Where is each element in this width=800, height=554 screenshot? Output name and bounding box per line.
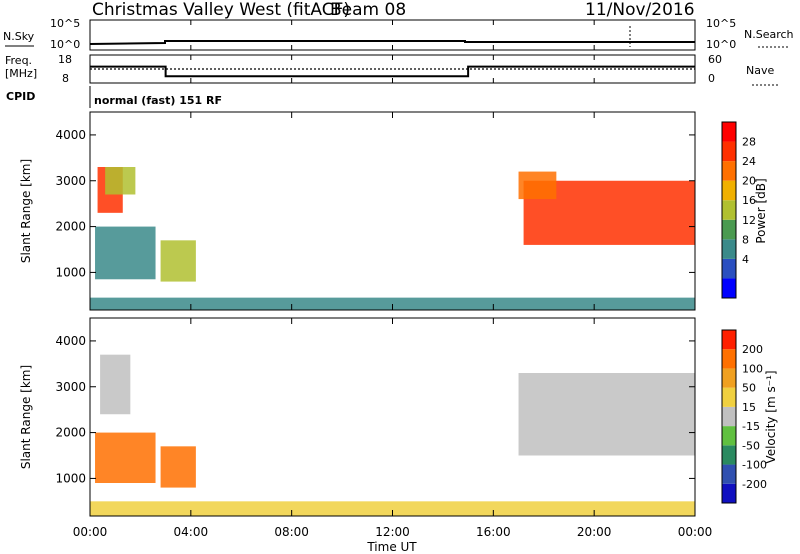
scatter-region-4: [90, 501, 695, 516]
colorbar-segment: [722, 258, 736, 279]
colorbar-segment: [722, 387, 736, 407]
nsearch-label: N.Search: [744, 28, 794, 41]
freq-label: Freq.: [5, 54, 32, 67]
y-tick-label: 4000: [55, 334, 86, 348]
x-tick-label: 04:00: [174, 525, 209, 539]
nsky-label: N.Sky: [3, 30, 35, 43]
colorbar-segment: [722, 200, 736, 220]
velocity-colorbar: 200 100 50 15 -15 -50 -100 -200: [721, 329, 767, 504]
scatter-region-3: [160, 240, 196, 282]
colorbar-segment: [722, 219, 736, 240]
frequency-line: [90, 65, 695, 78]
scatter-region-1: [105, 167, 136, 195]
scatter-region-2: [160, 446, 196, 488]
scatter-region-2: [95, 226, 156, 280]
freq-tick-top: 18: [58, 53, 72, 66]
station-title: Christmas Valley West (fitACF): [92, 0, 350, 20]
colorbar-tick-label: 20: [742, 175, 756, 188]
colorbar-frame: [721, 121, 737, 299]
colorbar-segment: [722, 483, 736, 503]
beam-label: Beam 08: [330, 0, 406, 20]
velocity-scale-label: Velocity [m s⁻¹]: [764, 370, 778, 463]
colorbar-tick-label: -100: [742, 459, 767, 472]
y-tick-label: 4000: [55, 128, 86, 142]
velocity-data: [90, 354, 695, 516]
cpid-label: CPID: [6, 90, 35, 103]
colorbar-segment: [722, 278, 736, 298]
noise-sky-line: [89, 40, 695, 45]
colorbar-tick-label: -15: [742, 420, 760, 433]
colorbar-tick-label: 100: [742, 362, 763, 375]
x-tick-label: 00:00: [73, 525, 108, 539]
colorbar-segment: [722, 426, 736, 446]
nave-tick-bottom: 0: [708, 72, 715, 85]
colorbar-segment: [722, 368, 736, 388]
colorbar-segment: [722, 349, 736, 369]
colorbar-tick-label: 24: [742, 155, 756, 168]
scatter-region-3: [518, 373, 695, 456]
scatter-region-5: [518, 171, 557, 200]
velocity-y-ticks: 4000 3000 2000 1000: [55, 334, 695, 485]
y-tick-label: 1000: [55, 471, 86, 485]
nave-tick-top: 60: [708, 53, 722, 66]
noise-tick-top-right: 10^5: [706, 17, 736, 30]
frequency-trace: [90, 65, 695, 78]
freq-unit-label: [MHz]: [5, 67, 37, 80]
x-tick-label: 20:00: [577, 525, 612, 539]
colorbar-segment: [722, 180, 736, 201]
y-tick-label: 2000: [55, 220, 86, 234]
colorbar-segment: [722, 464, 736, 484]
colorbar-tick-label: 28: [742, 136, 756, 149]
scatter-region-6: [90, 297, 695, 310]
colorbar-segment: [722, 122, 736, 142]
colorbar-tick-label: 12: [742, 214, 756, 227]
time-axis-label: Time UT: [366, 540, 417, 554]
power-data: [90, 167, 695, 310]
nave-label: Nave: [746, 64, 774, 77]
colorbar-tick-label: 16: [742, 194, 756, 207]
y-tick-label: 3000: [55, 380, 86, 394]
x-tick-label: 12:00: [375, 525, 410, 539]
noise-tick-bottom-right: 10^0: [706, 38, 736, 51]
colorbar-tick-label: -50: [742, 439, 760, 452]
velocity-ylabel: Slant Range [km]: [19, 365, 33, 469]
colorbar-tick-label: 8: [742, 233, 749, 246]
colorbar-tick-label: 15: [742, 401, 756, 414]
date-label: 11/Nov/2016: [585, 0, 695, 20]
colorbar-tick-label: -200: [742, 478, 767, 491]
colorbar-tick-label: 50: [742, 382, 756, 395]
colorbar-segment: [722, 330, 736, 350]
colorbar-frame: [721, 329, 737, 504]
colorbar-tick-label: 4: [742, 253, 749, 266]
colorbar-tick-label: 200: [742, 343, 763, 356]
noise-tick-top-left: 10^5: [50, 17, 80, 30]
y-tick-label: 1000: [55, 265, 86, 279]
noise-tick-bottom-left: 10^0: [50, 38, 80, 51]
x-tick-label: 08:00: [274, 525, 309, 539]
y-tick-label: 3000: [55, 174, 86, 188]
scatter-region-1: [95, 432, 156, 483]
colorbar-segment: [722, 445, 736, 465]
freq-tick-bottom: 8: [62, 72, 69, 85]
power-ylabel: Slant Range [km]: [19, 159, 33, 263]
power-scale-label: Power [dB]: [754, 178, 768, 243]
power-y-ticks: 4000 3000 2000 1000: [55, 128, 695, 279]
power-colorbar: 28 24 20 16 12 8 4: [721, 121, 756, 299]
x-tick-label: 00:00: [678, 525, 713, 539]
colorbar-segment: [722, 161, 736, 181]
scatter-region-0: [100, 354, 131, 415]
x-tick-label: 16:00: [476, 525, 511, 539]
colorbar-segment: [722, 406, 736, 427]
colorbar-segment: [722, 239, 736, 259]
y-tick-label: 2000: [55, 426, 86, 440]
cpid-text: normal (fast) 151 RF: [94, 94, 222, 107]
time-axis-ticks: 00:00 04:00 08:00 12:00 16:00 20:00 00:00: [73, 20, 713, 539]
colorbar-segment: [722, 141, 736, 162]
